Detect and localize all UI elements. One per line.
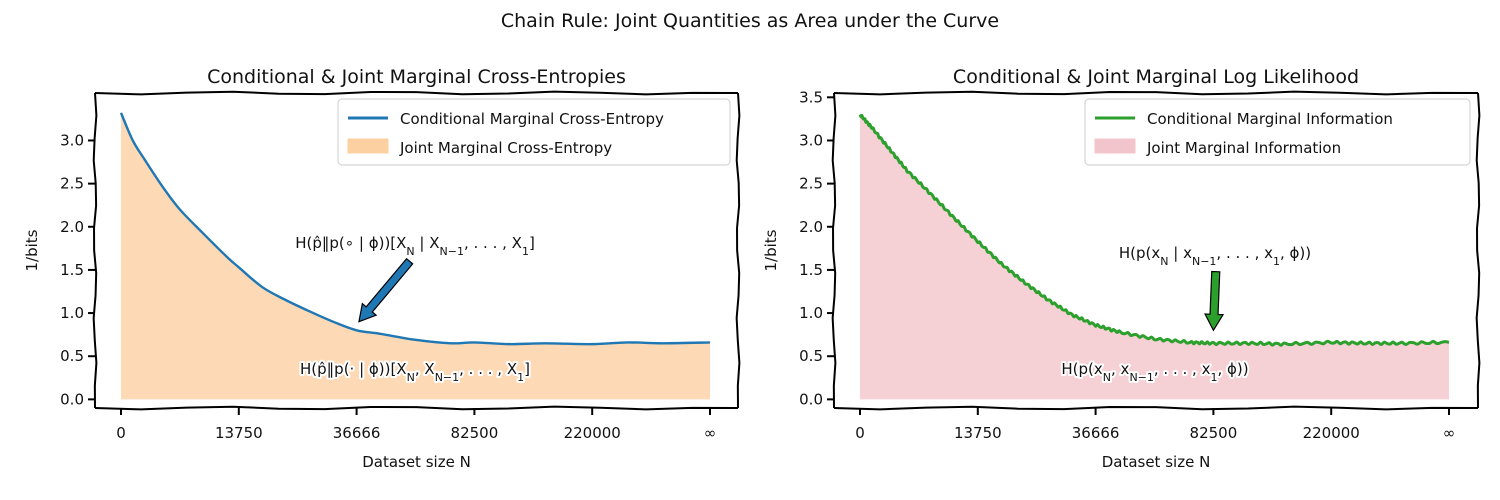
legend-box — [1084, 98, 1471, 166]
axes-frame-bottom — [94, 405, 739, 411]
legend-label-line: Conditional Marginal Cross-Entropy — [400, 110, 664, 128]
x-tick-label: 36666 — [333, 424, 381, 442]
y-tick-label: 1.0 — [799, 304, 823, 322]
y-axis-label: 1/bits — [762, 229, 780, 271]
axes-frame-top — [94, 90, 739, 96]
axes-frame-left — [92, 92, 98, 409]
axes-frame-right — [1475, 92, 1481, 409]
y-tick-label: 0.0 — [60, 390, 84, 408]
y-tick-label: 3.0 — [799, 131, 823, 149]
area-fill-joint-marginal-information — [860, 114, 1449, 400]
x-tick-label: 0 — [855, 424, 865, 442]
x-tick-label: ∞ — [704, 424, 717, 442]
y-tick-label: 1.5 — [60, 261, 84, 279]
y-tick-label: 2.0 — [799, 218, 823, 236]
x-tick-label: 220000 — [564, 424, 621, 442]
legend-box — [337, 98, 731, 166]
x-tick-label: 82500 — [451, 424, 499, 442]
x-axis-label: Dataset size N — [1102, 453, 1211, 471]
axes-frame-bottom — [833, 405, 1479, 411]
annotation-joint: H(p̂‖p(· | ϕ))[XN, XN−1, . . . , X1] — [300, 360, 530, 384]
figure-title: Chain Rule: Joint Quantities as Area und… — [501, 10, 999, 32]
y-tick-label: 1.5 — [799, 261, 823, 279]
area-fill-joint-marginal-cross-entropy — [121, 112, 710, 400]
x-tick-label: 13750 — [954, 424, 1002, 442]
x-axis-label: Dataset size N — [362, 453, 471, 471]
y-tick-label: 2.5 — [799, 175, 823, 193]
y-tick-label: 0.5 — [799, 347, 823, 365]
legend-label-fill: Joint Marginal Cross-Entropy — [399, 139, 612, 157]
y-tick-label: 2.5 — [60, 175, 84, 193]
annotation-conditional: H(p̂‖p(∘ | ϕ))[XN | XN−1, . . . , X1] — [295, 234, 535, 258]
annotation-arrow — [1204, 270, 1225, 332]
x-tick-label: 220000 — [1303, 424, 1360, 442]
y-tick-label: 0.5 — [60, 347, 84, 365]
x-tick-label: 82500 — [1190, 424, 1238, 442]
x-tick-label: 0 — [116, 424, 126, 442]
annotation-conditional: H(p(xN | xN−1, . . . , x1, ϕ)) — [1119, 244, 1311, 268]
legend-fill-swatch — [347, 138, 389, 154]
axes-frame-top — [833, 90, 1479, 96]
y-axis-label: 1/bits — [23, 229, 41, 271]
legend-label-fill: Joint Marginal Information — [1146, 139, 1341, 157]
y-tick-label: 3.5 — [799, 88, 823, 106]
x-tick-label: 13750 — [215, 424, 263, 442]
y-tick-label: 1.0 — [60, 304, 84, 322]
chart-cross-entropies: Conditional & Joint Marginal Cross-Entro… — [23, 66, 741, 471]
y-tick-label: 0.0 — [799, 390, 823, 408]
series-line-conditional-marginal-cross-entropy — [119, 112, 711, 346]
annotation-joint: H(p(xN, xN−1, . . . , x1, ϕ)) — [1061, 360, 1248, 384]
axes-frame-left — [831, 92, 837, 409]
x-tick-label: 36666 — [1072, 424, 1120, 442]
axes-frame-right — [735, 92, 741, 409]
series-line-conditional-marginal-information — [858, 113, 1450, 347]
y-tick-label: 2.0 — [60, 218, 84, 236]
y-tick-label: 3.0 — [60, 131, 84, 149]
chart-log-likelihood: Conditional & Joint Marginal Log Likelih… — [762, 66, 1481, 471]
chart-title: Conditional & Joint Marginal Log Likelih… — [953, 66, 1359, 88]
legend-label-line: Conditional Marginal Information — [1147, 110, 1393, 128]
annotation-arrow — [358, 257, 414, 323]
legend-fill-swatch — [1094, 138, 1136, 154]
chart-title: Conditional & Joint Marginal Cross-Entro… — [207, 66, 626, 88]
x-tick-label: ∞ — [1443, 424, 1456, 442]
